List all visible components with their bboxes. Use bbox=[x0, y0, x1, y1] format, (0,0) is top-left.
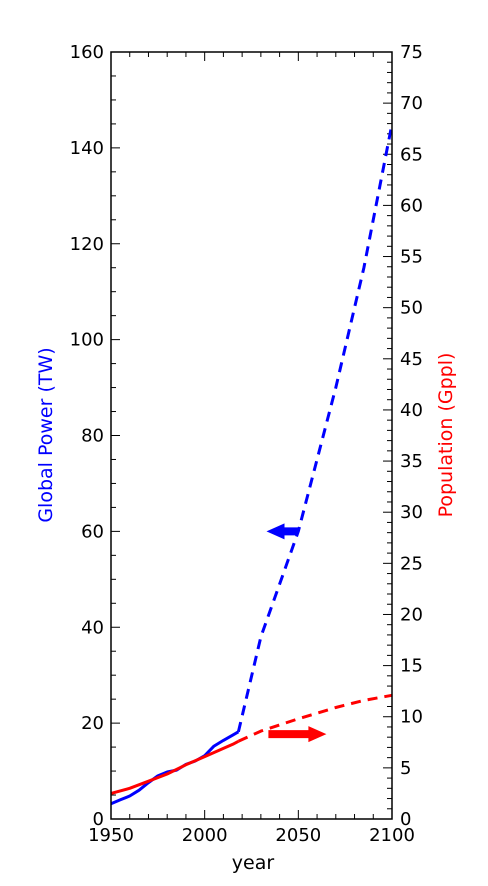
power-dashed-line bbox=[236, 123, 394, 733]
left-pointing-arrow bbox=[266, 523, 299, 540]
y-left-tick-label: 80 bbox=[81, 426, 104, 447]
series-layer bbox=[110, 123, 394, 806]
x-tick-label: 2050 bbox=[275, 825, 321, 846]
y-right-tick-label: 25 bbox=[400, 553, 423, 574]
right-pointing-arrow bbox=[268, 726, 327, 743]
x-axis-ticks: 1950 2000 2050 2100 bbox=[88, 52, 415, 846]
y-left-tick-label: 40 bbox=[81, 617, 104, 638]
y-left-tick-label: 20 bbox=[81, 713, 104, 734]
y-left-tick-label: 160 bbox=[70, 42, 104, 63]
y-left-tick-label: 60 bbox=[81, 521, 104, 542]
y-right-tick-label: 45 bbox=[400, 349, 423, 370]
y-left-tick-label: 100 bbox=[70, 330, 104, 351]
y-right-tick-label: 30 bbox=[400, 502, 423, 523]
y-left-tick-label: 0 bbox=[93, 809, 104, 830]
y-right-tick-label: 55 bbox=[400, 247, 423, 268]
y-right-tick-label: 20 bbox=[400, 604, 423, 625]
x-tick-label: 2000 bbox=[182, 825, 228, 846]
population-solid-line bbox=[110, 739, 240, 795]
y-right-tick-label: 10 bbox=[400, 707, 423, 728]
power-solid-line bbox=[110, 730, 240, 806]
y-left-tick-label: 140 bbox=[70, 138, 104, 159]
y-right-tick-label: 60 bbox=[400, 195, 423, 216]
plot-frame bbox=[110, 51, 393, 820]
y-right-tick-label: 15 bbox=[400, 656, 423, 677]
annotation-layer bbox=[266, 523, 327, 743]
x-axis-label: year bbox=[232, 852, 275, 874]
y-right-tick-label: 40 bbox=[400, 400, 423, 421]
y-right-tick-label: 5 bbox=[400, 758, 411, 779]
y-left-tick-label: 120 bbox=[70, 234, 104, 255]
x-tick-label: 2100 bbox=[369, 825, 415, 846]
y-right-tick-label: 50 bbox=[400, 298, 423, 319]
y-right-tick-label: 0 bbox=[400, 809, 411, 830]
y-right-tick-label: 70 bbox=[400, 93, 423, 114]
y-right-tick-label: 65 bbox=[400, 144, 423, 165]
y-axis-label-left: Global Power (TW) bbox=[35, 347, 57, 522]
y-right-tick-label: 35 bbox=[400, 451, 423, 472]
y-axis-label-right: Population (Gppl) bbox=[435, 353, 457, 518]
y-right-tick-label: 75 bbox=[400, 42, 423, 63]
right-axis-ticks: 0 5 10 15 20 25 30 35 40 45 50 55 60 65 70 75 bbox=[383, 42, 423, 830]
left-axis-ticks: 0 20 40 60 80 100 120 140 160 bbox=[70, 42, 120, 830]
population-dashed-line bbox=[237, 693, 393, 743]
x-tick-label: 1950 bbox=[88, 825, 134, 846]
